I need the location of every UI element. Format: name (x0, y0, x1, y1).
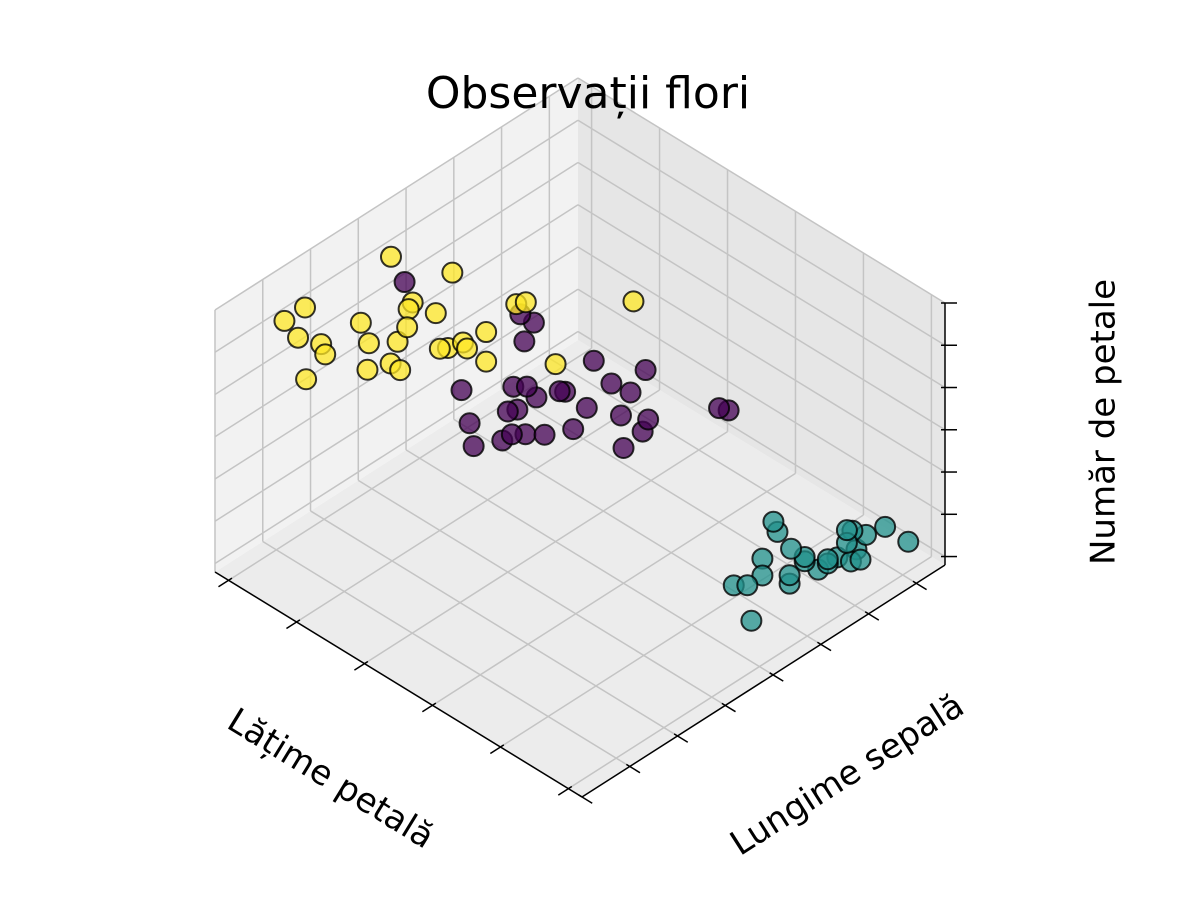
point (295, 368, 318, 391)
points (273, 245, 920, 632)
grid-line (405, 449, 774, 676)
grid-line (577, 288, 946, 515)
grid-line (214, 119, 579, 353)
point (835, 519, 858, 542)
grid-line (214, 330, 579, 565)
point (424, 302, 447, 325)
point (600, 372, 623, 395)
grid-line (577, 119, 946, 346)
point (816, 548, 839, 571)
point (533, 423, 556, 446)
point (500, 423, 523, 446)
point (456, 337, 479, 360)
point (513, 330, 536, 353)
point (397, 298, 420, 321)
y-tick (721, 702, 736, 713)
x-axis-line (214, 571, 583, 798)
point (450, 379, 473, 402)
point (582, 349, 605, 372)
grid-line (310, 510, 678, 737)
y-tick (625, 763, 641, 774)
y-tick (864, 611, 880, 621)
chart-title: Observații flori (426, 68, 750, 119)
y-tick (769, 672, 784, 682)
point (897, 530, 920, 553)
grid-line (296, 389, 660, 623)
y-tick (912, 580, 927, 591)
point (458, 412, 481, 435)
point (548, 380, 571, 403)
point (441, 261, 464, 284)
right-pane (578, 78, 945, 565)
point (379, 245, 402, 268)
point (428, 337, 451, 360)
x-axis-label: Lățime petală (220, 700, 441, 857)
axes (214, 302, 957, 804)
point (634, 359, 657, 382)
point (349, 311, 372, 334)
point (396, 316, 419, 339)
point (612, 437, 635, 460)
x-tick (286, 619, 301, 630)
point (575, 396, 598, 419)
point (462, 435, 485, 458)
point (780, 537, 803, 560)
grid-line (577, 204, 946, 431)
floor-pane (215, 340, 945, 797)
grid-line (357, 479, 726, 707)
point (357, 332, 380, 355)
point (740, 609, 763, 632)
point (273, 309, 296, 332)
point (762, 510, 785, 533)
point (514, 291, 537, 314)
x-tick (421, 702, 437, 713)
y-axis-label: Lungime sepală (723, 686, 971, 864)
x-tick (354, 660, 369, 671)
point (849, 548, 872, 571)
grid-line (453, 418, 822, 646)
point (778, 564, 801, 587)
grid-line (262, 540, 631, 768)
grid-line (214, 77, 579, 311)
y-axis-line (581, 564, 946, 798)
point (393, 271, 416, 294)
grid-line (568, 556, 932, 790)
point (544, 353, 567, 376)
point (619, 381, 642, 404)
point (515, 375, 538, 398)
point (637, 408, 660, 431)
grid-line (577, 161, 946, 389)
point (874, 515, 897, 538)
grid-line (577, 246, 946, 473)
grid-line (214, 288, 579, 522)
point (294, 296, 317, 319)
point (562, 418, 585, 441)
point (622, 290, 645, 313)
point (496, 400, 519, 423)
point (314, 343, 337, 366)
point (475, 321, 498, 344)
grid-line (214, 204, 579, 438)
point (609, 404, 632, 427)
point (356, 358, 379, 381)
grid-line (577, 77, 946, 304)
x-tick (489, 744, 505, 755)
x-tick (557, 785, 573, 796)
y-tick (817, 641, 832, 652)
z-axis-label: Număr de petale (1084, 279, 1124, 565)
y-tick (578, 794, 593, 804)
point (389, 359, 412, 382)
grid-line (364, 431, 728, 665)
point (736, 574, 759, 597)
y-tick (673, 733, 689, 743)
point (708, 397, 731, 420)
point (287, 326, 310, 349)
point (475, 350, 498, 373)
grid-line (432, 472, 796, 706)
x-tick (218, 577, 233, 588)
